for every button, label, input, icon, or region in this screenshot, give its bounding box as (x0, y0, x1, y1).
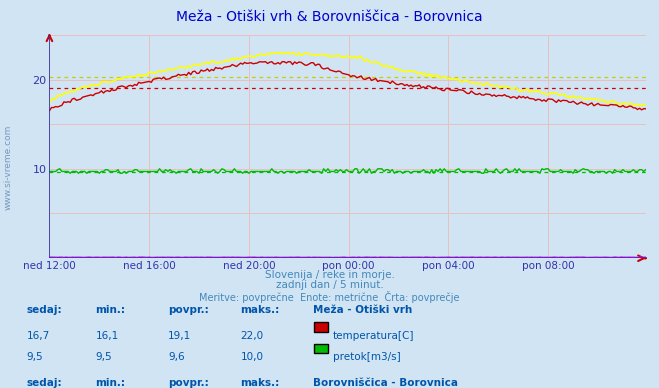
Text: Borovniščica - Borovnica: Borovniščica - Borovnica (313, 378, 458, 388)
Text: min.:: min.: (96, 378, 126, 388)
Text: pretok[m3/s]: pretok[m3/s] (333, 352, 401, 362)
Text: povpr.:: povpr.: (168, 305, 209, 315)
Text: Meža - Otiški vrh & Borovniščica - Borovnica: Meža - Otiški vrh & Borovniščica - Borov… (176, 10, 483, 24)
Text: 9,5: 9,5 (26, 352, 43, 362)
Text: maks.:: maks.: (241, 305, 280, 315)
Text: 10,0: 10,0 (241, 352, 264, 362)
Text: povpr.:: povpr.: (168, 378, 209, 388)
Text: sedaj:: sedaj: (26, 378, 62, 388)
Text: temperatura[C]: temperatura[C] (333, 331, 415, 341)
Text: Meža - Otiški vrh: Meža - Otiški vrh (313, 305, 413, 315)
Text: 9,6: 9,6 (168, 352, 185, 362)
Text: 22,0: 22,0 (241, 331, 264, 341)
Text: maks.:: maks.: (241, 378, 280, 388)
Text: Slovenija / reke in morje.: Slovenija / reke in morje. (264, 270, 395, 280)
Text: Meritve: povprečne  Enote: metrične  Črta: povprečje: Meritve: povprečne Enote: metrične Črta:… (199, 291, 460, 303)
Text: 16,7: 16,7 (26, 331, 49, 341)
Text: min.:: min.: (96, 305, 126, 315)
Text: www.si-vreme.com: www.si-vreme.com (4, 124, 13, 210)
Text: 9,5: 9,5 (96, 352, 112, 362)
Text: zadnji dan / 5 minut.: zadnji dan / 5 minut. (275, 280, 384, 290)
Text: sedaj:: sedaj: (26, 305, 62, 315)
Text: 16,1: 16,1 (96, 331, 119, 341)
Text: 19,1: 19,1 (168, 331, 191, 341)
